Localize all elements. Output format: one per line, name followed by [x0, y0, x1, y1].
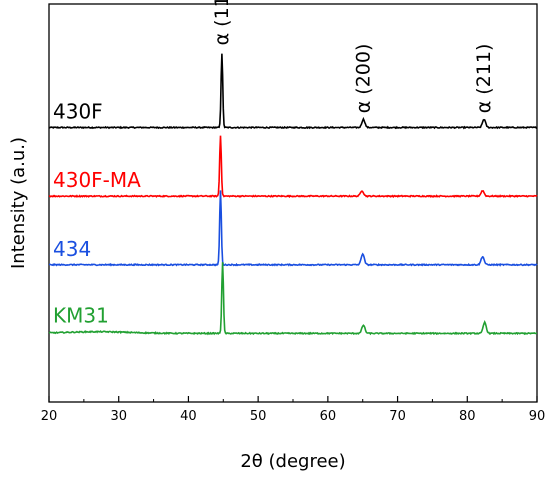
x-tick-label: 60 [320, 409, 337, 424]
series-label-km31: KM31 [53, 303, 109, 327]
x-tick-label: 20 [41, 409, 58, 424]
x-tick-label: 90 [529, 409, 546, 424]
series-line-km31 [48, 262, 537, 336]
x-tick-label: 50 [250, 409, 267, 424]
y-axis-title: Intensity (a.u.) [8, 137, 29, 269]
series-label-434: 434 [53, 237, 91, 261]
x-tick-label: 40 [180, 409, 197, 424]
peak-annotation: α (211) [473, 44, 495, 114]
x-tick-label: 30 [110, 409, 127, 424]
x-tick-label: 70 [389, 409, 406, 424]
series-line-430f [48, 53, 537, 130]
plot-frame [48, 3, 538, 403]
series-label-430f-ma: 430F-MA [53, 168, 141, 192]
x-tick-label: 80 [459, 409, 476, 424]
series-line-434 [48, 190, 538, 267]
peak-annotation: α (110) [211, 0, 233, 45]
x-axis-title: 2θ (degree) [240, 451, 345, 472]
peak-annotation: α (200) [352, 44, 374, 114]
series-label-430f: 430F [53, 100, 103, 124]
series-line-430f-ma [48, 135, 538, 199]
